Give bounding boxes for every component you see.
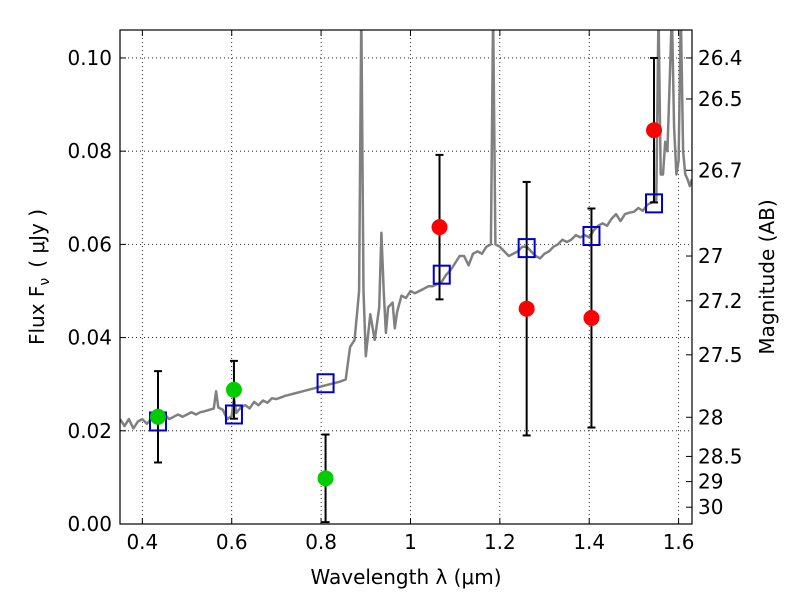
right-tick-label: 29 (698, 470, 723, 494)
error-bars (153, 56, 659, 524)
markers (148, 122, 664, 487)
right-tick-label: 26.5 (698, 87, 743, 111)
right-axis-label: Magnitude (AB) (755, 199, 779, 354)
plot-area (120, 30, 692, 430)
model-spectrum-line (120, 30, 692, 430)
y-tick-label: 0.00 (67, 512, 112, 536)
x-tick-label: 0.8 (305, 530, 337, 554)
model-point (224, 404, 243, 425)
x-tick-label: 1.2 (484, 530, 516, 554)
right-tick-label: 28 (698, 405, 723, 429)
y-axis-label-text: Flux F (25, 286, 49, 345)
y-axis-label-subscript: ν (37, 278, 53, 286)
right-tick-label: 27.2 (698, 289, 743, 313)
model-point (582, 225, 601, 246)
y-tick-label: 0.06 (67, 232, 112, 256)
model-point (432, 264, 451, 285)
red-data-point (583, 310, 600, 327)
right-tick-label: 26.7 (698, 158, 743, 182)
x-axis-label: Wavelength λ (μm) (310, 565, 501, 589)
right-tick-label: 28.5 (698, 444, 743, 468)
x-tick-label: 0.4 (126, 530, 158, 554)
y-tick-label: 0.02 (67, 419, 112, 443)
right-tick-label: 27.5 (698, 343, 743, 367)
red-data-point (518, 300, 535, 317)
right-tick-label: 27 (698, 244, 723, 268)
green-data-point (149, 408, 166, 425)
axis-ticks: 0.4 0.6 0.8 1 1.2 1.4 1.6 0.00 0.02 0.04 0.06 0.08 0… (67, 30, 743, 554)
grid (120, 30, 692, 524)
model-point (316, 373, 335, 394)
model-point (517, 238, 536, 259)
x-tick-label: 1.4 (573, 530, 605, 554)
right-tick-label: 26.4 (698, 46, 743, 70)
plot-frame (119, 29, 693, 525)
x-tick-label: 1.6 (663, 530, 695, 554)
x-tick-label: 1 (404, 530, 417, 554)
model-point (645, 193, 664, 214)
y-tick-label: 0.08 (67, 139, 112, 163)
y-tick-label: 0.04 (67, 326, 112, 350)
y-axis-label-unit: ( μJy ) (25, 209, 49, 268)
right-tick-label: 30 (698, 495, 723, 519)
green-data-point (317, 470, 334, 487)
red-data-point (646, 122, 663, 139)
green-data-point (225, 381, 242, 398)
y-tick-label: 0.10 (67, 46, 112, 70)
red-data-point (431, 219, 448, 236)
y-axis-label: Flux Fν ( μJy ) (25, 209, 53, 345)
x-tick-label: 0.6 (216, 530, 248, 554)
